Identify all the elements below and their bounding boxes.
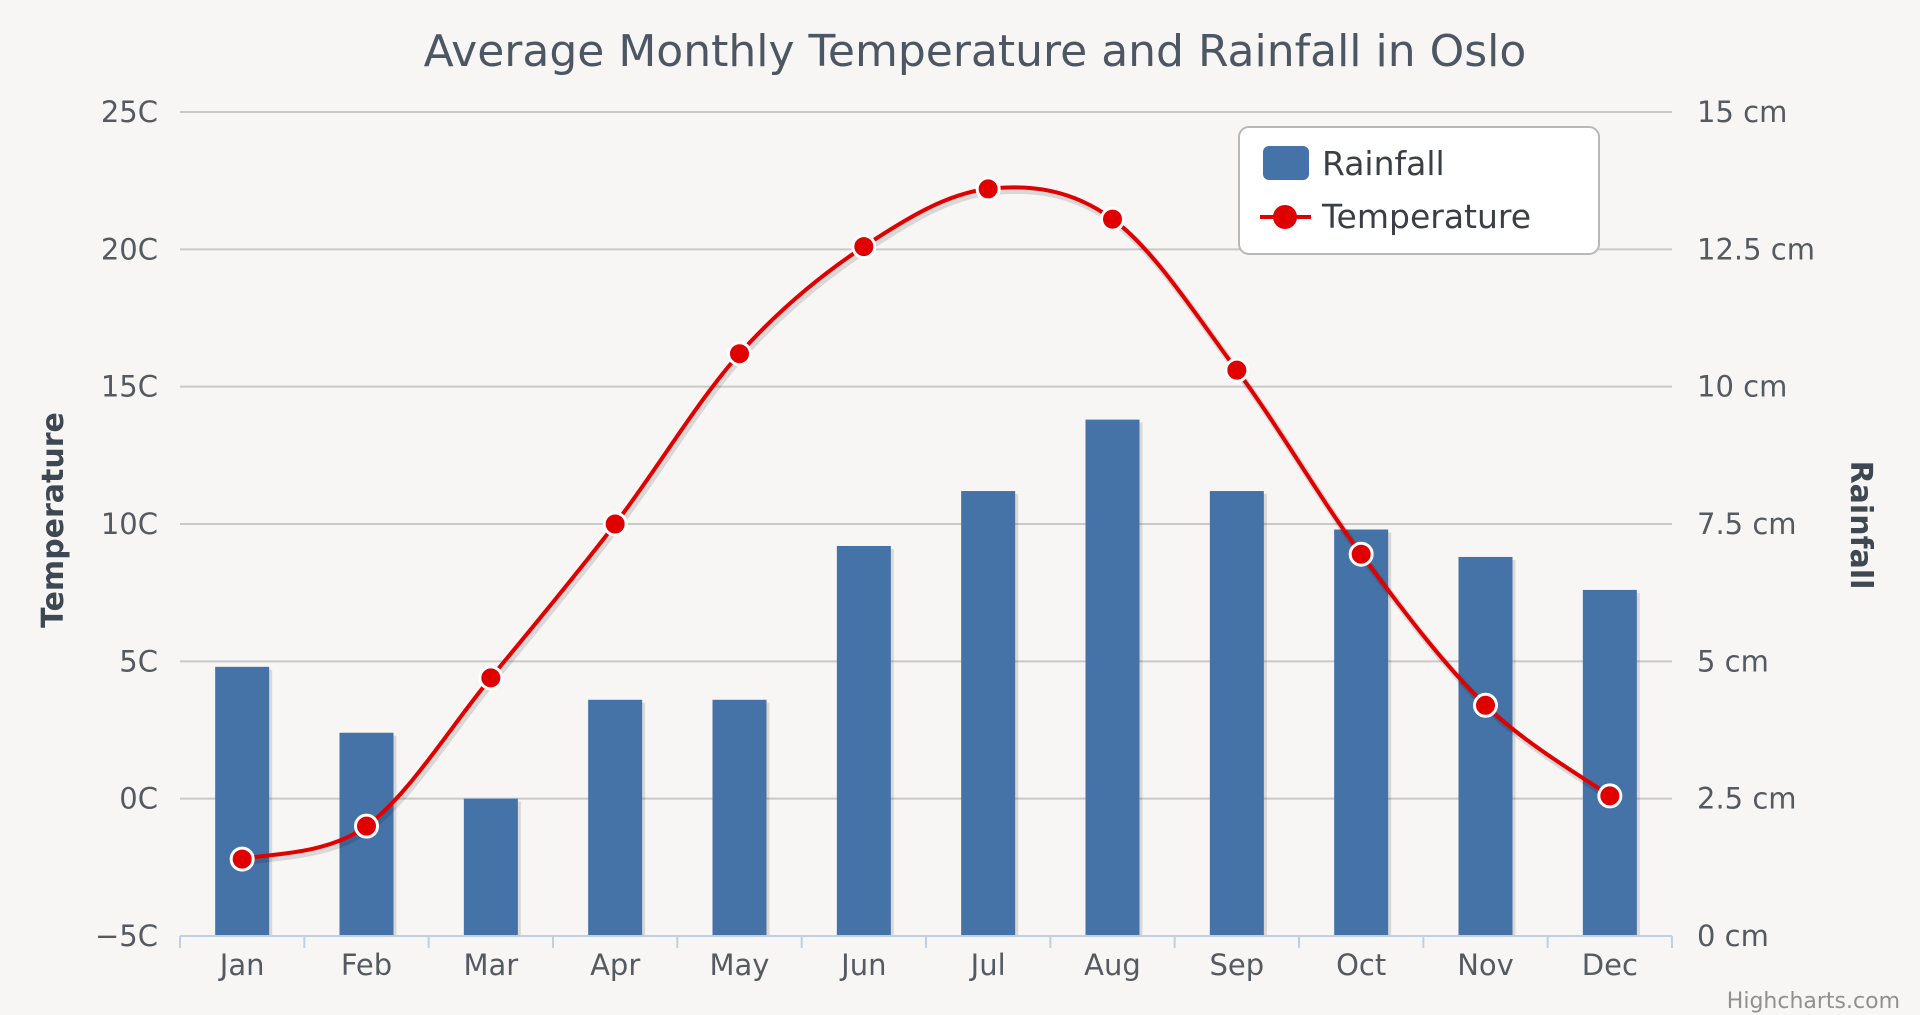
y-right-tick-label: 15 cm	[1697, 95, 1787, 129]
x-tick-label: Feb	[341, 948, 392, 982]
bar-jul[interactable]	[961, 491, 1016, 936]
x-tick-label: May	[710, 948, 770, 982]
temperature-point-aug[interactable]	[1100, 206, 1125, 232]
y-left-tick-label: 0C	[119, 782, 158, 816]
temperature-point-mar[interactable]	[478, 665, 504, 691]
legend-temperature-marker	[1273, 205, 1297, 229]
y-right-tick-label: 12.5 cm	[1697, 232, 1815, 266]
y-left-tick-label: −5C	[95, 919, 158, 953]
x-tick-label: Jan	[218, 948, 265, 982]
temperature-series	[229, 176, 1623, 872]
y-left-tick-label: 5C	[119, 644, 158, 678]
y-axis-left: −5C 0C 5C 10C 15C 20C 25C	[95, 95, 158, 953]
legend-item-rainfall[interactable]: Rainfall	[1263, 144, 1445, 183]
bar-jan[interactable]	[215, 666, 270, 936]
x-axis: Jan Feb Mar Apr May Jun Jul Aug Sep Oct Nov Dec	[179, 935, 1673, 982]
temperature-point-sep[interactable]	[1224, 357, 1250, 383]
y-right-tick-label: 2.5 cm	[1697, 782, 1797, 816]
y-right-tick-label: 10 cm	[1697, 370, 1787, 404]
y-right-tick-label: 0 cm	[1697, 919, 1769, 953]
bar-dec[interactable]	[1582, 589, 1637, 936]
temperature-point-feb[interactable]	[354, 813, 379, 839]
x-tick-label: Jun	[839, 948, 886, 982]
x-tick-label: Nov	[1457, 948, 1514, 982]
y-left-tick-label: 15C	[101, 370, 158, 404]
bar-sep[interactable]	[1209, 491, 1264, 936]
legend-item-temperature[interactable]: Temperature	[1260, 197, 1531, 236]
y-right-tick-label: 7.5 cm	[1697, 507, 1797, 541]
rainfall-bars	[215, 419, 1640, 936]
bar-apr[interactable]	[588, 699, 643, 936]
x-tick-label: Oct	[1336, 948, 1386, 982]
bar-aug[interactable]	[1085, 419, 1140, 936]
y-axis-right: 0 cm 2.5 cm 5 cm 7.5 cm 10 cm 12.5 cm 15 cm	[1697, 95, 1815, 953]
temperature-point-jun[interactable]	[851, 234, 877, 260]
legend-rainfall-label: Rainfall	[1322, 144, 1445, 183]
chart-title: Average Monthly Temperature and Rainfall…	[424, 26, 1527, 77]
bar-nov[interactable]	[1458, 556, 1513, 936]
temperature-point-dec[interactable]	[1597, 783, 1623, 809]
y-left-tick-label: 20C	[101, 232, 158, 266]
x-tick-label: Dec	[1582, 948, 1638, 982]
temperature-point-oct[interactable]	[1348, 541, 1374, 567]
x-tick-label: Apr	[590, 948, 640, 982]
y-right-tick-label: 5 cm	[1697, 644, 1769, 678]
credits-link[interactable]: Highcharts.com	[1727, 989, 1900, 1014]
y-axis-left-title: Temperature	[36, 412, 71, 628]
bar-may[interactable]	[712, 699, 767, 936]
temperature-point-nov[interactable]	[1473, 692, 1498, 718]
bar-mar[interactable]	[463, 798, 518, 936]
temperature-point-jul[interactable]	[975, 176, 1001, 202]
temperature-point-jan[interactable]	[229, 846, 255, 872]
temperature-point-may[interactable]	[727, 341, 752, 367]
y-left-tick-label: 10C	[101, 507, 158, 541]
x-tick-label: Sep	[1209, 948, 1264, 982]
temperature-point-apr[interactable]	[602, 511, 628, 537]
legend-temperature-label: Temperature	[1321, 197, 1531, 236]
legend-box	[1238, 126, 1600, 255]
legend-rainfall-swatch	[1263, 146, 1309, 180]
x-tick-label: Mar	[463, 948, 518, 982]
bar-jun[interactable]	[836, 545, 891, 936]
x-tick-label: Jul	[969, 948, 1006, 982]
bar-oct[interactable]	[1334, 529, 1389, 936]
x-tick-label: Aug	[1084, 948, 1141, 982]
legend[interactable]: Rainfall Temperature	[1238, 126, 1600, 255]
y-axis-right-title: Rainfall	[1843, 461, 1878, 590]
y-left-tick-label: 25C	[101, 95, 158, 129]
